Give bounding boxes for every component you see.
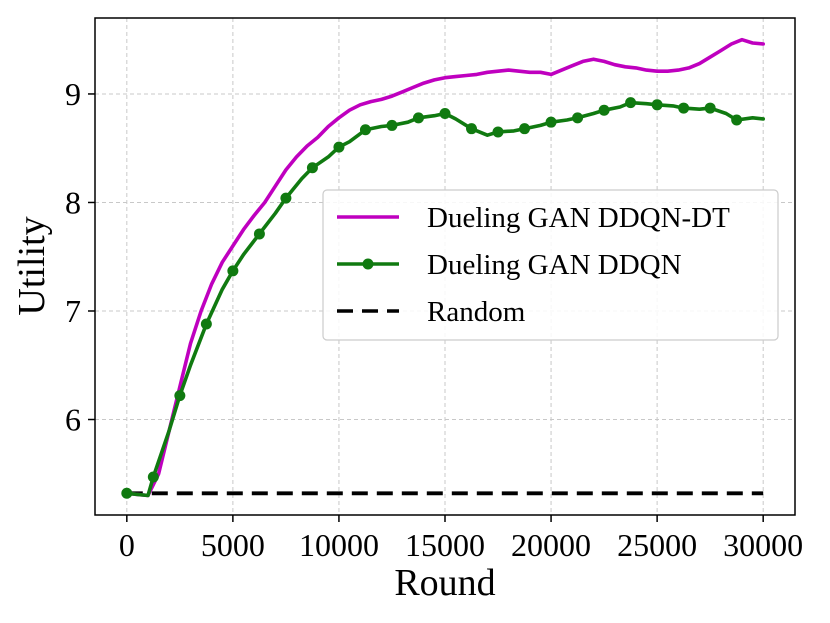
series-point-dueling-gan-ddqn xyxy=(598,104,610,116)
y-tick-label: 7 xyxy=(65,293,81,329)
axis-ticks: 0 5000 10000 15000 20000 25000 30000 6 7 8 9 xyxy=(65,76,803,563)
series-point-dueling-gan-ddqn xyxy=(174,390,186,402)
series-point-dueling-gan-ddqn xyxy=(280,192,292,204)
x-tick-label: 5000 xyxy=(201,527,265,563)
y-tick-label: 9 xyxy=(65,76,81,112)
series-point-dueling-gan-ddqn xyxy=(147,471,159,483)
series-point-dueling-gan-ddqn xyxy=(545,116,557,128)
y-tick-label: 6 xyxy=(65,402,81,438)
series-line-dueling-gan-ddqn-dt xyxy=(125,37,766,498)
series-point-dueling-gan-ddqn xyxy=(412,112,424,124)
x-tick-label: 20000 xyxy=(511,527,591,563)
y-tick-label: 8 xyxy=(65,184,81,220)
series-point-dueling-gan-ddqn xyxy=(306,162,318,174)
legend-label-dueling-gan-ddqn: Dueling GAN DDQN xyxy=(427,249,682,281)
legend-label-random: Random xyxy=(427,296,526,328)
series-point-dueling-gan-ddqn xyxy=(519,123,531,135)
series-point-dueling-gan-ddqn xyxy=(121,487,133,499)
series-point-dueling-gan-ddqn xyxy=(731,114,743,126)
legend-box xyxy=(322,189,779,341)
series-point-dueling-gan-ddqn xyxy=(200,318,212,330)
x-tick-label: 15000 xyxy=(405,527,485,563)
series-point-dueling-gan-ddqn xyxy=(651,99,663,111)
x-tick-label: 30000 xyxy=(723,527,803,563)
series-point-dueling-gan-ddqn xyxy=(704,102,716,114)
series-point-dueling-gan-ddqn xyxy=(572,112,584,124)
series-point-dueling-gan-ddqn xyxy=(439,107,451,119)
series-point-dueling-gan-ddqn xyxy=(227,265,239,277)
y-axis-title: Utility xyxy=(11,216,53,315)
legend-marker-dueling-gan-ddqn xyxy=(362,258,374,270)
series-point-dueling-gan-ddqn xyxy=(333,141,345,153)
series-layer xyxy=(121,37,766,499)
x-tick-label: 0 xyxy=(119,527,135,563)
legend-label-dueling-gan-ddqn-dt: Dueling GAN DDQN-DT xyxy=(427,202,730,234)
series-point-dueling-gan-ddqn xyxy=(492,126,504,138)
x-axis-title: Round xyxy=(394,562,495,604)
legend: Dueling GAN DDQN-DT Dueling GAN DDQN Rando… xyxy=(322,189,779,341)
series-point-dueling-gan-ddqn xyxy=(253,228,265,240)
x-tick-label: 25000 xyxy=(617,527,697,563)
series-point-dueling-gan-ddqn xyxy=(625,97,637,109)
series-point-dueling-gan-ddqn xyxy=(359,124,371,136)
x-tick-label: 10000 xyxy=(299,527,379,563)
series-point-dueling-gan-ddqn xyxy=(678,102,690,114)
series-point-dueling-gan-ddqn xyxy=(386,119,398,131)
legend-items: Dueling GAN DDQN-DT Dueling GAN DDQN Rando… xyxy=(337,202,730,328)
series-point-dueling-gan-ddqn xyxy=(466,123,478,135)
